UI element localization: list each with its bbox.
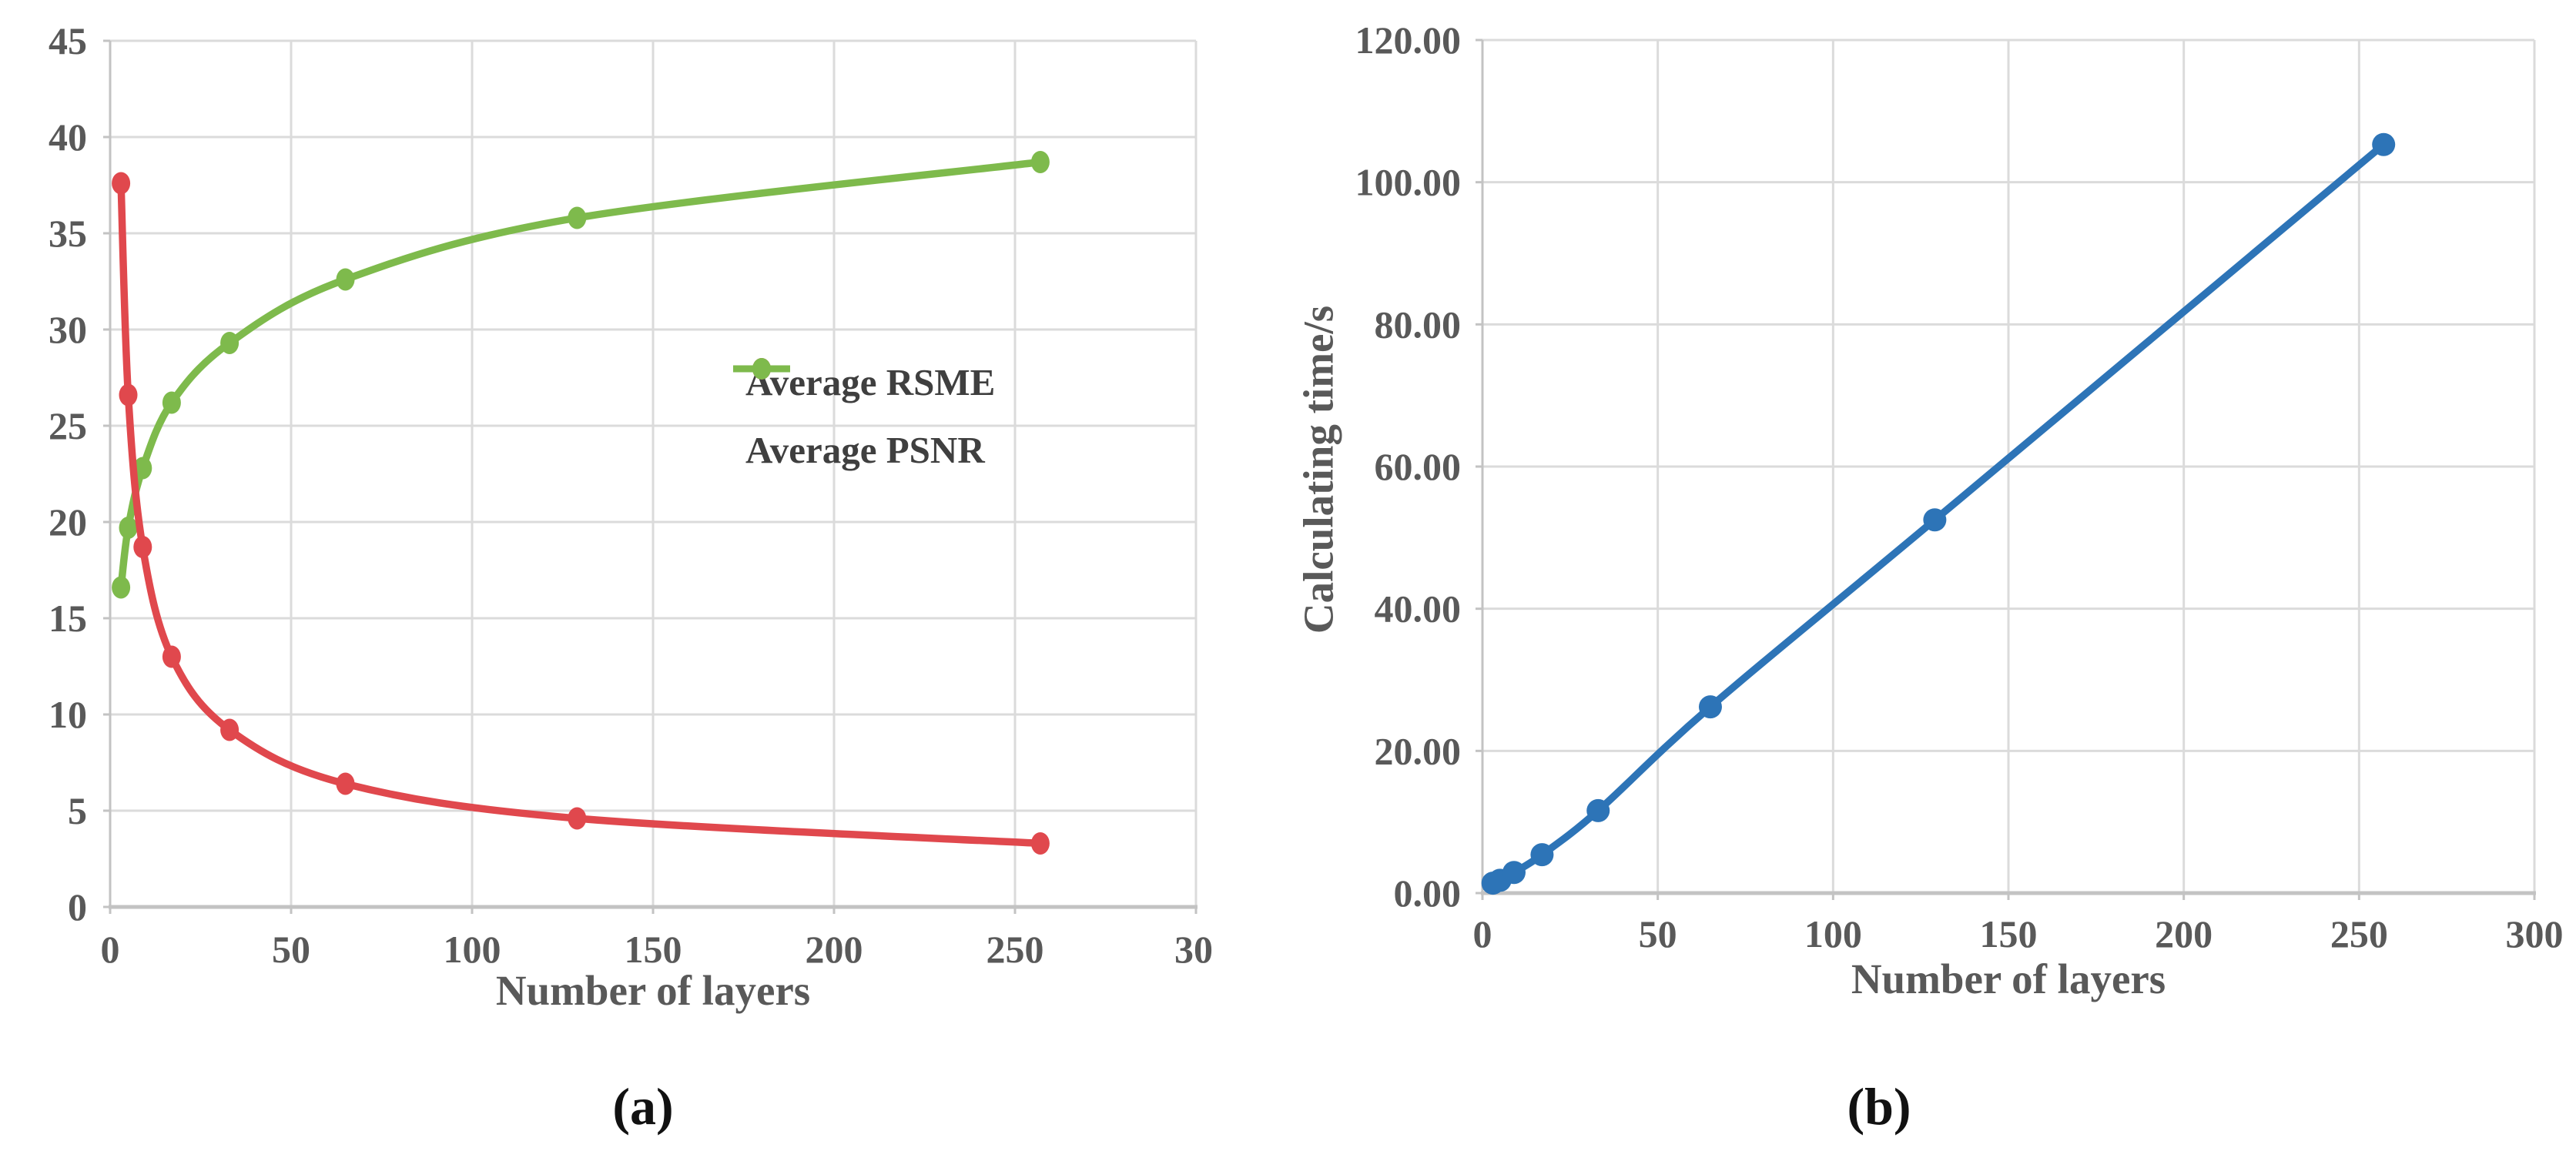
x-tick-label: 50 [272, 928, 310, 971]
data-point-marker [119, 517, 138, 539]
data-point-marker [336, 772, 355, 795]
chart-b-y-axis-title: Calculating time/s [1295, 305, 1342, 634]
data-point-marker [1030, 151, 1050, 173]
legend-label-psnr: Average PSNR [745, 428, 985, 471]
x-tick-label: 150 [625, 928, 682, 971]
data-point-marker [336, 268, 355, 291]
y-tick-label: 0 [68, 885, 87, 928]
x-tick-label: 100 [444, 928, 501, 971]
data-point-marker [568, 807, 587, 830]
data-point-marker [162, 391, 181, 414]
data-point-marker [133, 457, 152, 480]
chart-a-x-axis-title: Number of layers [495, 967, 811, 1014]
data-point-marker [568, 206, 587, 229]
data-point-marker [220, 718, 240, 741]
line-marker-icon [733, 358, 790, 380]
y-tick-label: 15 [49, 597, 87, 640]
data-point-marker [220, 332, 240, 354]
caption-b: (b) [1847, 1077, 1911, 1136]
data-point-marker [112, 576, 131, 599]
y-tick-label: 25 [49, 404, 87, 447]
y-tick-label: 10 [49, 693, 87, 736]
y-tick-label: 40 [49, 115, 87, 159]
x-tick-label: 0 [101, 928, 120, 971]
data-point-marker [1030, 832, 1050, 855]
data-point-marker [112, 172, 131, 195]
y-tick-label: 45 [49, 19, 87, 62]
data-point-marker [119, 383, 138, 407]
y-tick-label: 20 [49, 500, 87, 544]
x-tick-label: 250 [987, 928, 1044, 971]
x-tick-label: 200 [806, 928, 863, 971]
series-line-average-rsme [117, 179, 1044, 848]
y-tick-label: 5 [68, 789, 87, 832]
y-tick-label: 35 [49, 212, 87, 255]
y-tick-label: 30 [49, 308, 87, 351]
data-point-marker [133, 536, 152, 558]
caption-a: (a) [612, 1077, 674, 1136]
legend-row-psnr: Average PSNR [733, 358, 995, 476]
chart-b-x-axis-title: Number of layers [1851, 955, 2166, 1002]
data-point-marker [162, 645, 181, 668]
chart-a-legend: Average RSME Average PSNR [733, 356, 995, 476]
x-tick-label: 30 [1174, 928, 1213, 971]
